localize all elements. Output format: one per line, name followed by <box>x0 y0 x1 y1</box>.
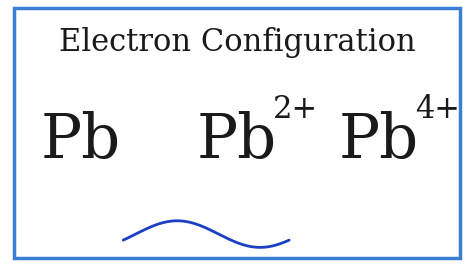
Text: Pb: Pb <box>197 111 277 171</box>
Text: Pb: Pb <box>339 111 419 171</box>
Text: 4+: 4+ <box>415 94 460 124</box>
Text: Electron Configuration: Electron Configuration <box>59 27 415 58</box>
Text: 2+: 2+ <box>273 94 318 124</box>
Text: Pb: Pb <box>40 111 121 171</box>
